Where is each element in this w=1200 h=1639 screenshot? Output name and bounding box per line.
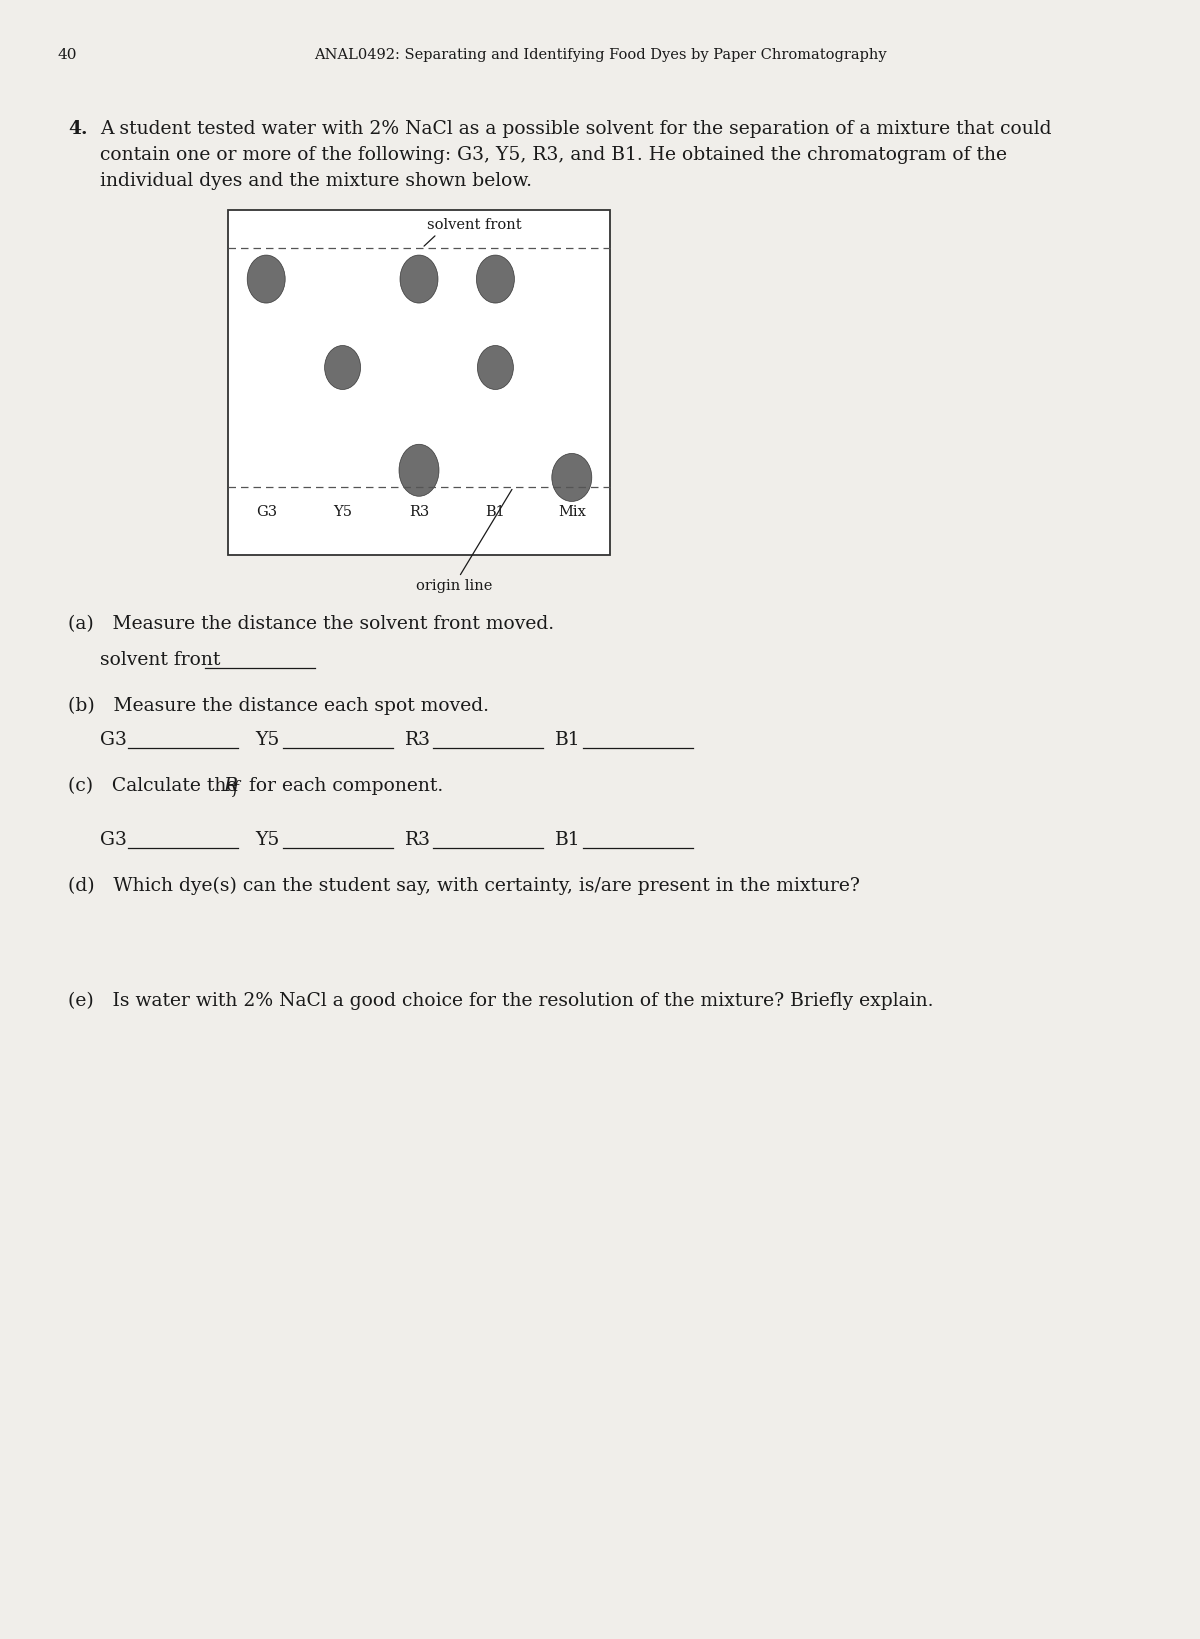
Text: 40: 40 (58, 48, 78, 62)
Text: G3: G3 (100, 831, 127, 849)
Ellipse shape (324, 346, 361, 390)
Text: solvent front: solvent front (427, 218, 522, 233)
Text: R3: R3 (406, 731, 431, 749)
Text: G3: G3 (256, 505, 277, 520)
Text: Y5: Y5 (256, 731, 280, 749)
Text: (e) Is water with 2% NaCl a good choice for the resolution of the mixture? Brief: (e) Is water with 2% NaCl a good choice … (68, 992, 934, 1010)
Ellipse shape (247, 256, 286, 303)
Text: (a) Measure the distance the solvent front moved.: (a) Measure the distance the solvent fro… (68, 615, 554, 633)
Ellipse shape (400, 256, 438, 303)
Text: (d) Which dye(s) can the student say, with certainty, is/are present in the mixt: (d) Which dye(s) can the student say, wi… (68, 877, 860, 895)
Ellipse shape (398, 444, 439, 497)
Text: B1: B1 (554, 831, 581, 849)
Bar (228, 210, 610, 556)
Ellipse shape (476, 256, 515, 303)
Text: f: f (233, 780, 239, 797)
Text: R3: R3 (409, 505, 430, 520)
Text: Y5: Y5 (256, 831, 280, 849)
Text: contain one or more of the following: G3, Y5, R3, and B1. He obtained the chroma: contain one or more of the following: G3… (100, 146, 1007, 164)
Text: B1: B1 (486, 505, 505, 520)
Text: origin line: origin line (416, 579, 492, 593)
Text: R: R (223, 777, 238, 795)
Text: (c) Calculate the: (c) Calculate the (68, 777, 244, 795)
Text: individual dyes and the mixture shown below.: individual dyes and the mixture shown be… (100, 172, 532, 190)
Text: Y5: Y5 (334, 505, 352, 520)
Text: B1: B1 (554, 731, 581, 749)
Text: ANAL0492: Separating and Identifying Food Dyes by Paper Chromatography: ANAL0492: Separating and Identifying Foo… (313, 48, 887, 62)
Ellipse shape (552, 454, 592, 502)
Text: R3: R3 (406, 831, 431, 849)
Text: A student tested water with 2% NaCl as a possible solvent for the separation of : A student tested water with 2% NaCl as a… (100, 120, 1051, 138)
Ellipse shape (478, 346, 514, 390)
Text: G3: G3 (100, 731, 127, 749)
Text: 4.: 4. (68, 120, 88, 138)
Text: (b) Measure the distance each spot moved.: (b) Measure the distance each spot moved… (68, 697, 490, 715)
Text: solvent front: solvent front (100, 651, 221, 669)
Text: for each component.: for each component. (242, 777, 443, 795)
Text: Mix: Mix (558, 505, 586, 520)
